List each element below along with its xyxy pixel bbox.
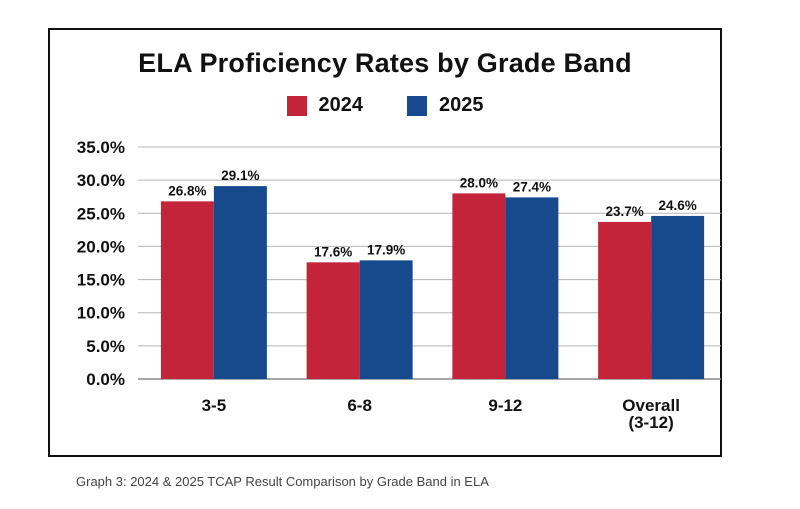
legend-swatch-2025 (407, 95, 427, 116)
legend-label-2024: 2024 (318, 94, 364, 116)
y-tick-label: 10.0% (77, 304, 125, 323)
y-tick-label: 30.0% (77, 171, 125, 190)
legend-item-2024: 2024 (286, 94, 364, 117)
chart-title: ELA Proficiency Rates by Grade Band (138, 48, 632, 78)
bar-2024 (306, 262, 360, 379)
y-tick-label: 0.0% (86, 370, 125, 389)
bar-2025 (359, 260, 413, 379)
y-tick-label: 20.0% (77, 237, 125, 256)
x-tick-label: (3-12) (628, 413, 673, 432)
legend-swatch-2024 (286, 95, 307, 116)
data-label: 27.4% (513, 179, 551, 194)
legend-label-2025: 2025 (439, 94, 484, 116)
data-label: 28.0% (460, 175, 498, 190)
y-tick-label: 15.0% (77, 271, 125, 290)
bar-2025 (505, 197, 559, 379)
x-tick-label: 3-5 (202, 396, 227, 415)
y-tick-label: 25.0% (77, 204, 125, 223)
x-tick-label: 9-12 (488, 396, 522, 415)
chart-legend: 2024 2025 (50, 94, 720, 117)
data-label: 29.1% (221, 168, 259, 183)
y-tick-label: 5.0% (86, 337, 125, 356)
legend-item-2025: 2025 (407, 94, 484, 117)
data-label: 26.8% (168, 183, 206, 198)
figure-caption: Graph 3: 2024 & 2025 TCAP Result Compari… (76, 474, 489, 489)
bar-2025 (213, 186, 267, 379)
bar-2024 (452, 193, 506, 379)
x-tick-label: 6-8 (347, 396, 372, 415)
bar-2024 (160, 201, 214, 379)
data-label: 17.9% (367, 242, 405, 257)
data-label: 24.6% (658, 198, 696, 213)
y-tick-label: 35.0% (77, 138, 125, 157)
bar-2024 (598, 221, 652, 379)
data-label: 23.7% (605, 204, 643, 219)
x-tick-label: Overall (622, 396, 680, 415)
bar-2025 (651, 215, 705, 379)
data-label: 17.6% (314, 244, 352, 259)
